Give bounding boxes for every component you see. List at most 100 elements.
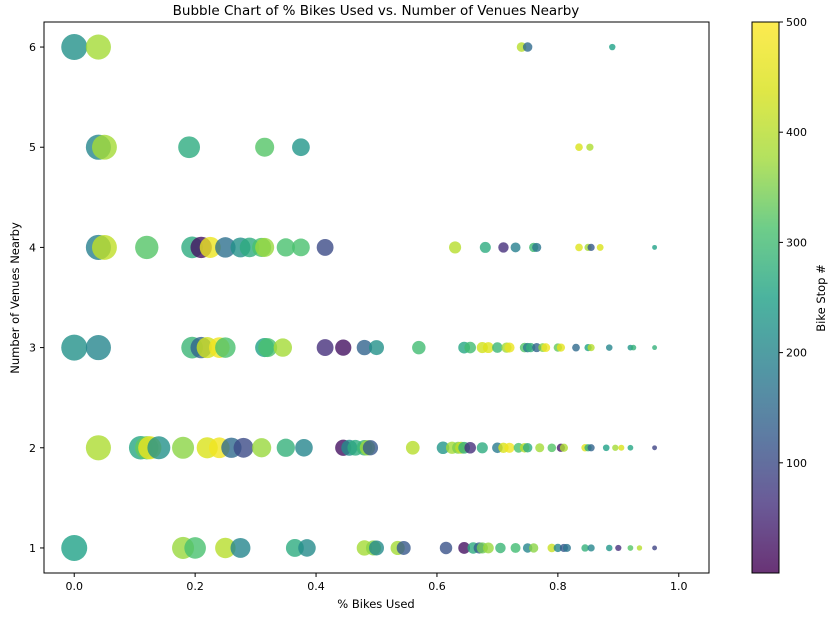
bubble-point — [215, 537, 236, 559]
bubble-point — [575, 143, 583, 152]
bubble-point — [233, 437, 254, 458]
bubble-point — [356, 339, 373, 356]
bubble-point — [292, 138, 310, 157]
bubble-point — [335, 339, 352, 356]
bubble-point — [230, 537, 251, 558]
bubble-point — [369, 540, 384, 556]
bubble-point — [92, 234, 117, 260]
chart-title: Bubble Chart of % Bikes Used vs. Number … — [173, 3, 580, 19]
bubble-point — [556, 343, 566, 352]
bubble-point — [215, 337, 236, 358]
bubble-point — [492, 342, 503, 353]
bubble-point — [605, 544, 613, 552]
bubble-point — [495, 542, 506, 554]
plot-frame — [43, 21, 710, 574]
bubble-point — [587, 343, 595, 352]
x-tick-label: 0.8 — [549, 580, 567, 593]
bubble-point — [529, 543, 539, 553]
bubble-point — [498, 242, 509, 253]
bubble-point — [575, 243, 583, 252]
bubble-point — [547, 443, 557, 453]
colorbar-tick-label: 500 — [786, 16, 807, 29]
y-axis-ticks: 1 2 3 4 5 6 — [29, 41, 44, 555]
x-tick-label: 0.2 — [186, 580, 204, 593]
bubble-point — [439, 541, 453, 555]
bubble-point — [61, 34, 88, 61]
bubble-point — [316, 238, 334, 256]
colorbar-tick-label: 100 — [786, 457, 807, 470]
bubble-point — [292, 238, 310, 257]
bubble-point — [85, 435, 111, 461]
bubble-point — [652, 345, 658, 351]
bubble-point — [61, 534, 88, 561]
bubble-point — [178, 136, 200, 159]
bubble-point — [510, 542, 521, 553]
bubble-point — [652, 545, 658, 551]
colorbar — [751, 21, 780, 574]
bubble-point — [547, 543, 557, 553]
bubble-point — [92, 134, 117, 160]
bubble-point — [652, 244, 658, 250]
bubble-point — [255, 237, 275, 257]
bubble-point — [464, 441, 476, 454]
y-tick-label: 3 — [29, 342, 36, 355]
bubble-point — [436, 441, 450, 455]
bubble-point — [618, 444, 625, 451]
bubble-point — [482, 342, 494, 354]
bubble-point — [562, 543, 571, 552]
bubble-point — [522, 443, 533, 453]
bubble-point — [316, 339, 334, 357]
bubble-point — [298, 539, 316, 557]
bubble-point — [504, 442, 515, 453]
bubble-point — [295, 438, 313, 457]
x-axis-ticks: 0.0 0.2 0.4 0.6 0.8 1.0 — [65, 573, 688, 593]
y-tick-label: 6 — [29, 41, 36, 54]
bubble-point — [596, 243, 604, 251]
bubble-point — [61, 334, 88, 361]
y-tick-label: 4 — [29, 241, 36, 254]
bubble-point — [405, 440, 420, 455]
bubble-point — [612, 444, 619, 451]
colorbar-ticks: 100 200 300 400 500 — [779, 16, 807, 470]
bubble-point — [541, 343, 551, 353]
bubble-point — [602, 444, 610, 452]
y-tick-label: 2 — [29, 442, 36, 455]
colorbar-tick-label: 400 — [786, 126, 807, 139]
bubble-point — [586, 143, 594, 151]
bubble-point — [476, 442, 488, 454]
bubble-point — [559, 443, 568, 452]
bubble-point — [587, 243, 595, 252]
bubble-point — [458, 542, 471, 554]
bubble-point — [147, 436, 171, 460]
bubble-point — [627, 545, 634, 551]
bubble-point — [482, 542, 494, 554]
bubble-point — [609, 43, 616, 51]
bubble-point — [449, 241, 462, 254]
bubble-point — [172, 436, 195, 459]
y-axis-label: Number of Venues Nearby — [8, 222, 22, 374]
bubble-point — [252, 438, 272, 458]
scatter-points — [61, 34, 658, 561]
bubble-point — [553, 543, 563, 553]
bubble-point — [532, 242, 542, 252]
bubble-point — [535, 443, 545, 453]
bubble-point — [636, 545, 643, 551]
bubble-point — [581, 544, 589, 552]
bubble-point — [605, 344, 613, 351]
bubble-point — [255, 137, 275, 157]
bubble-point — [273, 338, 293, 357]
bubble-point — [184, 537, 206, 559]
bubble-point — [276, 438, 295, 457]
colorbar-label: Bike Stop # — [814, 264, 828, 332]
x-tick-label: 0.6 — [428, 580, 446, 593]
x-tick-label: 0.0 — [65, 580, 83, 593]
bubble-point — [572, 343, 580, 352]
bubble-point — [630, 344, 637, 351]
x-tick-label: 1.0 — [670, 580, 688, 593]
bubble-point — [85, 34, 111, 60]
bubble-point — [587, 444, 595, 452]
x-tick-label: 0.4 — [307, 580, 325, 593]
x-axis-label: % Bikes Used — [337, 597, 414, 611]
bubble-point — [285, 538, 304, 557]
bubble-point — [479, 241, 491, 253]
